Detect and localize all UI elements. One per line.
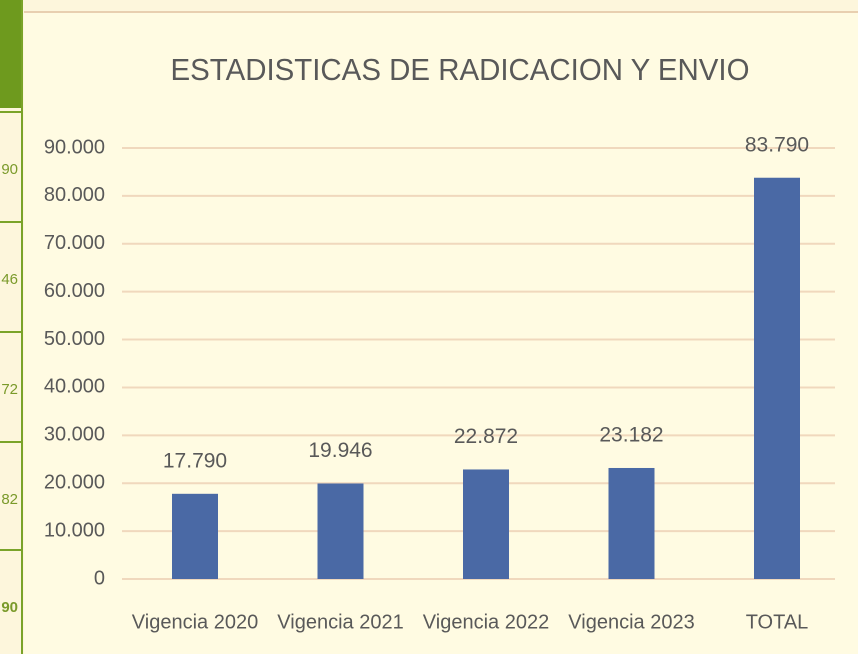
x-tick-label: Vigencia 2023 [568,611,694,633]
side-cell: 90 [1,599,18,616]
data-label: 23.182 [599,424,663,447]
y-tick-label: 60.000 [44,280,105,302]
x-tick-label: Vigencia 2022 [423,611,549,633]
data-label: 19.946 [308,439,372,462]
chart-title: ESTADISTICAS DE RADICACION Y ENVIO [170,54,749,88]
x-tick-label: TOTAL [746,611,809,633]
y-tick-label: 70.000 [44,232,105,254]
chart-area [24,12,858,654]
bar [317,483,364,579]
bar [608,467,655,579]
bar [463,469,509,579]
data-label: 17.790 [163,449,227,472]
y-tick-label: 10.000 [44,519,105,541]
x-tick-label: Vigencia 2020 [132,611,258,633]
y-tick-label: 0 [94,567,105,589]
side-header [0,0,22,108]
y-tick-label: 40.000 [44,376,105,398]
y-tick-label: 80.000 [44,184,105,206]
y-tick-label: 50.000 [44,328,105,350]
side-cell: 90 [1,161,18,178]
side-cell: 82 [1,491,18,508]
bar [754,177,800,579]
y-tick-label: 30.000 [44,424,105,446]
side-cell: 72 [1,381,18,398]
data-label: 83.790 [745,133,809,156]
x-tick-label: Vigencia 2021 [277,611,403,633]
y-tick-label: 90.000 [44,136,105,158]
y-tick-label: 20.000 [44,472,105,494]
bar [172,493,218,579]
side-cell: 46 [1,271,18,288]
data-label: 22.872 [454,425,518,448]
